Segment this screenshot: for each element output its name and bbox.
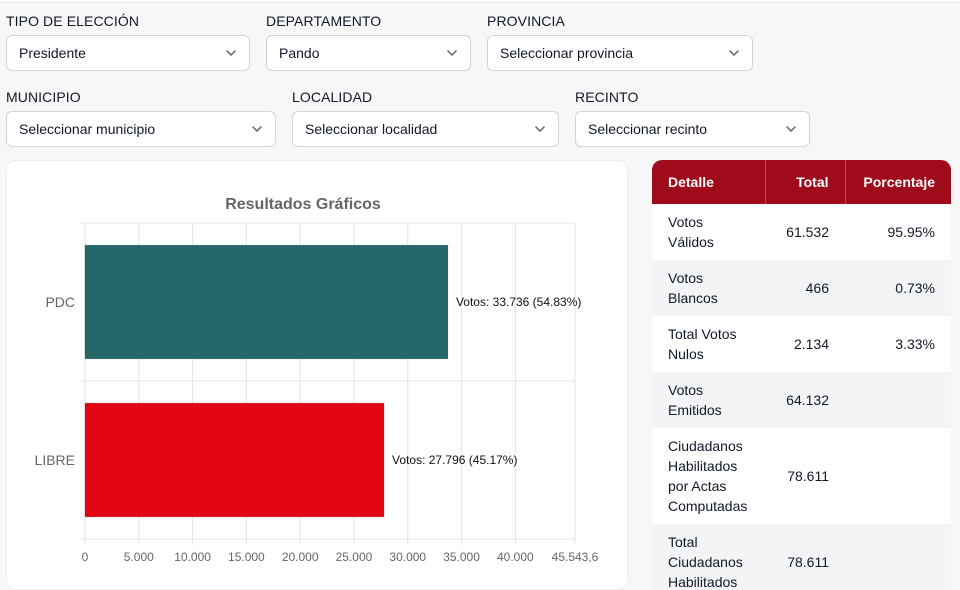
select-placeholder: Seleccionar localidad	[305, 121, 438, 137]
x-tick-label: 0	[82, 550, 89, 564]
table-header-row: Detalle Total Porcentaje	[652, 160, 951, 204]
table-row: Votos Válidos 61.532 95.95%	[652, 204, 951, 260]
table-row: Total Ciudadanos Habilitados 78.611	[652, 524, 951, 590]
summary-table-card: Detalle Total Porcentaje Votos Válidos 6…	[652, 160, 951, 590]
y-tick-label: LIBRE	[35, 452, 75, 468]
select-placeholder: Seleccionar municipio	[19, 121, 156, 137]
chevron-down-icon	[226, 50, 236, 56]
summary-table: Detalle Total Porcentaje Votos Válidos 6…	[652, 160, 951, 590]
row-total: 2.134	[793, 336, 829, 352]
row-porcentaje: 3.33%	[895, 336, 935, 352]
x-tick-label: 10.000	[174, 550, 211, 564]
row-porcentaje	[845, 428, 951, 524]
row-total: 78.611	[787, 468, 829, 484]
row-porcentaje	[845, 524, 951, 590]
filter-localidad: LOCALIDAD Seleccionar localidad	[292, 87, 559, 147]
select-placeholder: Seleccionar provincia	[500, 45, 634, 61]
chevron-down-icon	[729, 50, 739, 56]
bar-libre	[84, 402, 385, 518]
row-detalle: Ciudadanos Habilitados por Actas Computa…	[668, 438, 748, 514]
filter-label: TIPO DE ELECCIÓN	[6, 13, 140, 29]
row-porcentaje: 95.95%	[887, 224, 935, 240]
table-row: Ciudadanos Habilitados por Actas Computa…	[652, 428, 951, 524]
x-tick-label: 25.000	[336, 550, 373, 564]
table-row: Votos Emitidos 64.132	[652, 372, 951, 428]
row-porcentaje: 0.73%	[895, 280, 935, 296]
row-detalle: Votos Emitidos	[668, 382, 722, 418]
chevron-down-icon	[447, 50, 457, 56]
x-tick-label: 30.000	[389, 550, 426, 564]
row-total: 64.132	[786, 392, 829, 408]
bar-pdc	[84, 244, 449, 360]
filter-tipo-eleccion: TIPO DE ELECCIÓN Presidente	[6, 11, 250, 71]
data-label: Votos: 27.796 (45.17%)	[392, 453, 517, 467]
departamento-select[interactable]: Pando	[266, 35, 471, 71]
localidad-select[interactable]: Seleccionar localidad	[292, 111, 559, 147]
filter-label: PROVINCIA	[487, 13, 565, 29]
filter-departamento: DEPARTAMENTO Pando	[266, 11, 471, 71]
chevron-down-icon	[786, 126, 796, 132]
recinto-select[interactable]: Seleccionar recinto	[575, 111, 810, 147]
chevron-down-icon	[535, 126, 545, 132]
filter-label: RECINTO	[575, 89, 639, 105]
row-total: 78.611	[787, 554, 829, 570]
x-tick-label: 5.000	[124, 550, 154, 564]
data-label: Votos: 33.736 (54.83%)	[456, 295, 581, 309]
x-tick-label: 45.543,6	[552, 550, 599, 564]
row-detalle: Total Ciudadanos Habilitados	[668, 534, 743, 590]
filter-municipio: MUNICIPIO Seleccionar municipio	[6, 87, 276, 147]
filter-label: LOCALIDAD	[292, 89, 373, 105]
municipio-select[interactable]: Seleccionar municipio	[6, 111, 276, 147]
select-placeholder: Seleccionar recinto	[588, 121, 708, 137]
top-divider	[0, 0, 960, 3]
filter-recinto: RECINTO Seleccionar recinto	[575, 87, 810, 147]
header-porcentaje: Porcentaje	[844, 160, 951, 204]
row-total: 61.532	[786, 224, 829, 240]
filter-label: MUNICIPIO	[6, 89, 81, 105]
filter-label: DEPARTAMENTO	[266, 13, 382, 29]
x-tick-label: 40.000	[497, 550, 534, 564]
select-value: Presidente	[19, 45, 86, 61]
chevron-down-icon	[252, 126, 262, 132]
tipo-eleccion-select[interactable]: Presidente	[6, 35, 250, 71]
row-porcentaje	[845, 372, 951, 428]
chart-title: Resultados Gráficos	[225, 196, 381, 213]
header-detalle: Detalle	[668, 174, 714, 190]
filter-provincia: PROVINCIA Seleccionar provincia	[487, 11, 753, 71]
row-detalle: Votos Válidos	[668, 214, 714, 250]
results-bar-chart: Resultados Gráficos 0 5.000 10.000 15.000 20…	[35, 196, 599, 564]
select-value: Pando	[279, 45, 320, 61]
chart-card: Resultados Gráficos 0 5.000 10.000 15.000 20…	[6, 160, 628, 590]
row-detalle: Votos Blancos	[668, 270, 718, 306]
table-row: Total Votos Nulos 2.134 3.33%	[652, 316, 951, 372]
table-row: Votos Blancos 466 0.73%	[652, 260, 951, 316]
x-tick-label: 35.000	[443, 550, 480, 564]
header-total: Total	[764, 160, 845, 204]
row-total: 466	[805, 280, 829, 296]
provincia-select[interactable]: Seleccionar provincia	[487, 35, 753, 71]
y-tick-label: PDC	[45, 294, 75, 310]
row-detalle: Total Votos Nulos	[668, 326, 737, 362]
x-tick-label: 20.000	[282, 550, 319, 564]
x-tick-label: 15.000	[228, 550, 265, 564]
